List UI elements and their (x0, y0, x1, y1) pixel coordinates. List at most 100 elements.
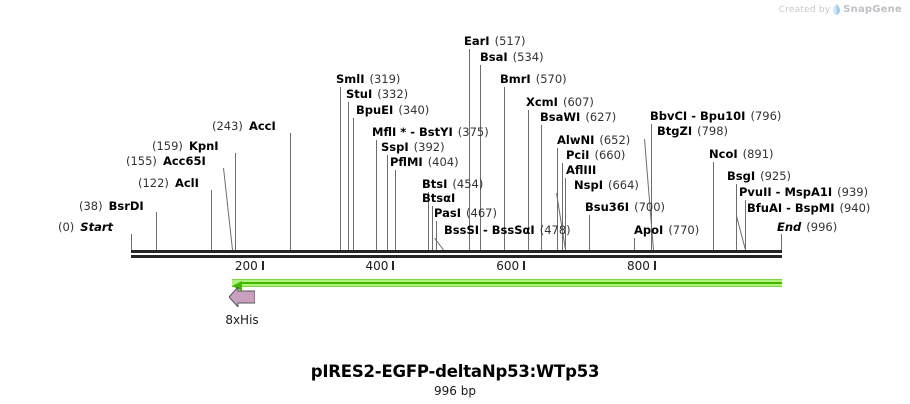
site-label[interactable]: PflMI (404) (390, 156, 459, 169)
site-label[interactable]: NspI (664) (574, 179, 639, 192)
site-name: PasI (434, 206, 462, 220)
terminus-leader-line (131, 234, 132, 250)
site-name: BsaI (480, 50, 508, 64)
site-label[interactable]: AflIII (566, 164, 596, 177)
site-position: (340) (398, 103, 430, 117)
site-leader-line (353, 118, 354, 250)
site-label[interactable]: BbvCI - Bpu10I (796) (650, 110, 781, 123)
site-position: (996) (806, 220, 838, 234)
site-name: End (777, 220, 802, 234)
title-block: pIRES2-EGFP-deltaNp53:WTp53 996 bp (0, 362, 910, 398)
backbone-line-top (131, 250, 782, 253)
site-leader-line (428, 192, 429, 250)
site-label[interactable]: BsaI (534) (480, 51, 544, 64)
snapgene-watermark: Created by SnapGene (779, 4, 902, 15)
site-position: (454) (452, 177, 484, 191)
site-leader-line (643, 139, 655, 250)
site-leader-line (565, 178, 566, 250)
site-name: EarI (464, 34, 490, 48)
site-name: NspI (574, 178, 603, 192)
watermark-prefix: Created by (778, 4, 831, 15)
ruler-tick (262, 261, 264, 270)
8xhis-arrow-icon[interactable] (229, 287, 255, 307)
site-leader-line (745, 200, 746, 250)
site-name: Start (80, 220, 114, 234)
site-position: (660) (594, 148, 626, 162)
site-position: (404) (427, 155, 459, 169)
site-name: PvuII - MspA1I (739, 185, 833, 199)
site-leader-line (395, 170, 396, 250)
site-leader-line (736, 184, 737, 250)
site-label[interactable]: BfuAI - BspMI (940) (747, 202, 870, 215)
ruler-tick-label: 200 (234, 259, 258, 273)
site-label[interactable]: BssSI - BssSαI (478) (444, 224, 571, 237)
site-name: BsgI (727, 169, 756, 183)
site-label[interactable]: Bsu36I (700) (585, 201, 665, 214)
site-leader-line (589, 215, 590, 250)
bp-ruler: 200 400 600 800 (0, 259, 910, 275)
site-label[interactable]: StuI (332) (346, 88, 408, 101)
site-label[interactable]: (243) AccI (212, 120, 276, 133)
site-name: KpnI (188, 139, 219, 153)
site-name: BtsαI (422, 191, 456, 205)
watermark-brand: SnapGene (843, 4, 902, 15)
site-position: (392) (413, 140, 445, 154)
site-position: (798) (697, 124, 729, 138)
site-leader-line (432, 206, 433, 250)
site-position: (375) (457, 125, 489, 139)
site-label[interactable]: BtsI (454) (422, 178, 483, 191)
site-label[interactable]: (155) Acc65I (126, 155, 206, 168)
site-leader-line (504, 87, 505, 250)
site-leader-line (713, 162, 714, 250)
terminus-label[interactable]: (0) Start (58, 221, 113, 234)
site-label[interactable]: XcmI (607) (526, 96, 594, 109)
site-label[interactable]: MflI * - BstYI (375) (372, 126, 489, 139)
feature-8xhis[interactable]: 8xHis (225, 287, 259, 329)
site-label[interactable]: ApoI (770) (634, 224, 699, 237)
site-position: (770) (668, 223, 700, 237)
site-label[interactable]: AlwNI (652) (557, 134, 630, 147)
site-label[interactable]: (159) KpnI (152, 140, 219, 153)
ruler-tick (392, 261, 394, 270)
site-leader-line (340, 87, 341, 250)
site-label[interactable]: BsgI (925) (727, 170, 791, 183)
site-leader-line (556, 193, 567, 250)
site-label[interactable]: (122) AclI (138, 177, 199, 190)
site-label[interactable]: BsaWI (627) (540, 111, 616, 124)
site-position: (517) (494, 34, 526, 48)
site-position: (38) (79, 199, 103, 213)
ruler-tick (523, 261, 525, 270)
site-label[interactable]: PciI (660) (566, 149, 625, 162)
site-label[interactable]: BpuEI (340) (356, 104, 429, 117)
site-label[interactable]: BtsαI (422, 192, 455, 205)
site-leader-line (376, 140, 377, 250)
site-leader-line (436, 221, 437, 250)
site-position: (122) (138, 176, 169, 190)
site-leader-line (469, 49, 470, 250)
site-position: (940) (839, 201, 871, 215)
site-name: PciI (566, 148, 590, 162)
site-position: (607) (562, 95, 594, 109)
site-label[interactable]: SmlI (319) (336, 73, 400, 86)
site-label[interactable]: EarI (517) (464, 35, 526, 48)
site-label[interactable]: NcoI (891) (709, 148, 774, 161)
page-title: pIRES2-EGFP-deltaNp53:WTp53 (310, 362, 600, 381)
site-name: BtsI (422, 177, 448, 191)
site-name: ApoI (634, 223, 664, 237)
site-label[interactable]: (38) BsrDI (79, 200, 144, 213)
site-leader-line (634, 238, 635, 250)
terminus-label[interactable]: End (996) (777, 221, 837, 234)
site-name: SmlI (336, 72, 365, 86)
site-label[interactable]: PasI (467) (434, 207, 497, 220)
site-position: (652) (599, 133, 631, 147)
site-label[interactable]: SspI (392) (381, 141, 445, 154)
site-label[interactable]: BmrI (570) (500, 73, 567, 86)
site-position: (534) (512, 50, 544, 64)
orf-arrow-core (242, 282, 782, 284)
site-name: AlwNI (557, 133, 595, 147)
site-label[interactable]: BtgZI (798) (657, 125, 728, 138)
site-position: (243) (212, 119, 243, 133)
site-label[interactable]: PvuII - MspA1I (939) (739, 186, 868, 199)
ruler-tick-label: 600 (496, 259, 520, 273)
ruler-tick-label: 400 (365, 259, 389, 273)
